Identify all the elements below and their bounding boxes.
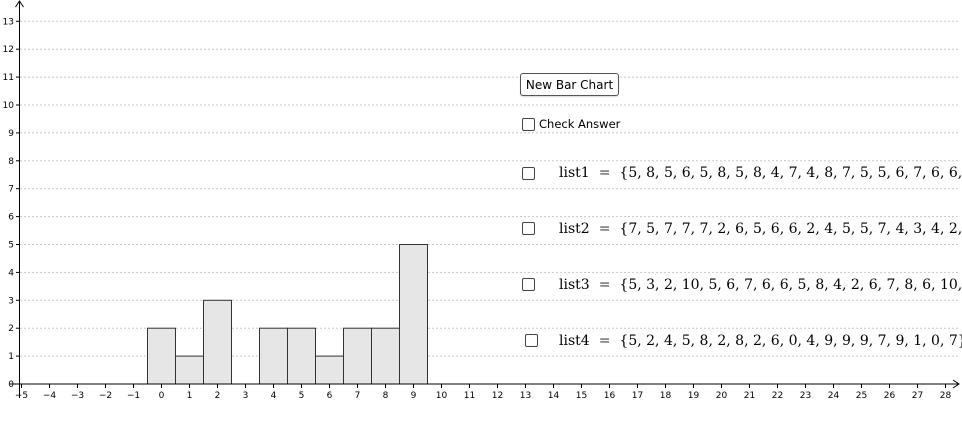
x-tick-label: 7	[355, 391, 361, 401]
new-bar-chart-button[interactable]: New Bar Chart	[520, 73, 619, 96]
bar-4	[259, 327, 288, 385]
list1-row: list1 = {5, 8, 5, 6, 5, 8, 5, 8, 4, 7, 4, …	[559, 165, 962, 181]
list3-row: list3 = {5, 3, 2, 10, 5, 6, 7, 6, 6, 5, 8,…	[559, 277, 962, 293]
list3-checkbox[interactable]	[522, 278, 535, 291]
x-tick-label: 19	[688, 391, 700, 401]
x-tick-label: 16	[604, 391, 616, 401]
axes	[10, 0, 960, 398]
x-tick-label: 26	[884, 391, 896, 401]
x-tick-label: −3	[71, 391, 84, 401]
equals-sign: =	[598, 221, 611, 237]
x-tick-label: 10	[436, 391, 448, 401]
x-tick-label: 22	[772, 391, 783, 401]
y-tick-label: 3	[8, 296, 14, 306]
list1-values: {5, 8, 5, 6, 5, 8, 5, 8, 4, 7, 4, 8, 7, …	[619, 165, 962, 181]
y-tick-label: 9	[8, 129, 14, 139]
x-tick-label: 2	[215, 391, 221, 401]
bar-9	[399, 244, 428, 385]
x-tick-label: −2	[99, 391, 112, 401]
list2-checkbox[interactable]	[522, 222, 535, 235]
y-tick-label: 6	[8, 213, 14, 223]
y-tick-label: 0	[8, 380, 14, 390]
x-axis-arrow-icon	[952, 379, 960, 389]
list4-row: list4 = {5, 2, 4, 5, 8, 2, 8, 2, 6, 0, 4, …	[559, 333, 962, 349]
y-tick-label: 4	[8, 268, 14, 278]
bar-1	[175, 355, 204, 385]
equals-sign: =	[598, 333, 611, 349]
check-answer-label: Check Answer	[539, 117, 621, 131]
y-axis-arrow-icon	[15, 0, 24, 8]
list1-name: list1	[559, 165, 590, 181]
equals-sign: =	[598, 277, 611, 293]
x-tick-label: 21	[744, 391, 755, 401]
bar-series	[147, 244, 428, 385]
x-tick-label: 13	[520, 391, 531, 401]
list2-row: list2 = {7, 5, 7, 7, 7, 2, 6, 5, 6, 6, 2, …	[559, 221, 962, 237]
check-answer-checkbox[interactable]	[522, 118, 535, 131]
y-tick-label: 13	[3, 17, 14, 27]
x-tick-label: 28	[940, 391, 952, 401]
y-tick-label: 11	[3, 73, 14, 83]
x-tick-label: 25	[856, 391, 867, 401]
x-tick-label: −5	[15, 391, 28, 401]
x-tick-label: 17	[632, 391, 643, 401]
x-tick-label: 8	[383, 391, 389, 401]
x-tick-label: 18	[660, 391, 672, 401]
x-tick-label: 6	[327, 391, 333, 401]
y-tick-label: 8	[8, 157, 14, 167]
list3-values: {5, 3, 2, 10, 5, 6, 7, 6, 6, 5, 8, 4, 2,…	[619, 277, 962, 293]
y-tick-label: 1	[8, 352, 14, 362]
x-tick-label: 12	[492, 391, 503, 401]
equals-sign: =	[598, 165, 611, 181]
x-tick-label: 4	[271, 391, 277, 401]
x-tick-label: 9	[411, 391, 417, 401]
y-tick-label: 7	[8, 185, 14, 195]
bar-7	[343, 327, 372, 385]
list3-name: list3	[559, 277, 590, 293]
x-tick-label: 20	[716, 391, 728, 401]
list1-checkbox[interactable]	[522, 167, 535, 180]
list2-name: list2	[559, 221, 590, 237]
list4-checkbox[interactable]	[525, 334, 538, 347]
y-tick-label: 2	[8, 324, 14, 334]
bar-0	[147, 327, 176, 385]
x-tick-label: 24	[828, 391, 840, 401]
list2-values: {7, 5, 7, 7, 7, 2, 6, 5, 6, 6, 2, 4, 5, …	[619, 221, 962, 237]
x-tick-label: 0	[159, 391, 165, 401]
x-tick-label: 5	[299, 391, 305, 401]
bar-8	[371, 327, 400, 385]
x-tick-label: −4	[43, 391, 57, 401]
x-tick-label: 23	[800, 391, 811, 401]
x-tick-label: 15	[576, 391, 587, 401]
bar-5	[287, 327, 316, 385]
x-axis-ticks: −5 −4 −3 −2 −1 0 1 2 3 4 5 6 7 8 9 10 11 12 13 14 15 16 17 18 19…	[15, 384, 952, 401]
x-tick-label: 11	[464, 391, 475, 401]
y-tick-label: 10	[3, 101, 15, 111]
x-tick-label: 1	[187, 391, 193, 401]
x-tick-label: 3	[243, 391, 249, 401]
y-tick-label: 5	[8, 241, 14, 251]
grid-lines	[20, 20, 958, 357]
bar-6	[315, 355, 344, 385]
x-tick-label: −1	[127, 391, 140, 401]
list4-name: list4	[559, 333, 590, 349]
bar-2	[203, 299, 232, 385]
y-tick-label: 12	[3, 45, 14, 55]
x-tick-label: 14	[548, 391, 560, 401]
list4-values: {5, 2, 4, 5, 8, 2, 8, 2, 6, 0, 4, 9, 9, …	[619, 333, 962, 349]
x-tick-label: 27	[912, 391, 923, 401]
